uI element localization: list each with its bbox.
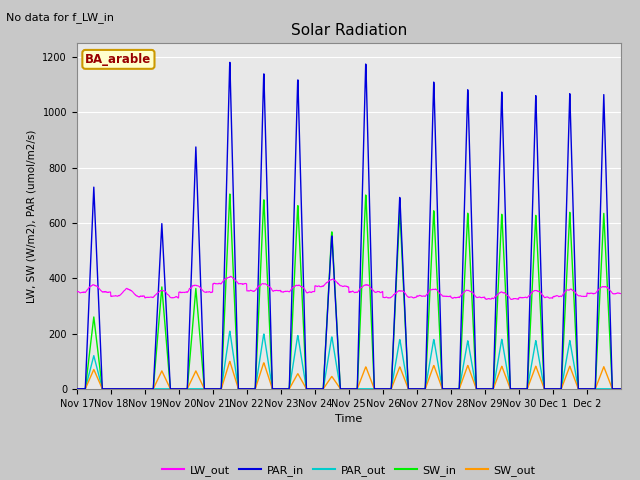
Title: Solar Radiation: Solar Radiation (291, 23, 407, 38)
Y-axis label: LW, SW (W/m2), PAR (umol/m2/s): LW, SW (W/m2), PAR (umol/m2/s) (27, 129, 37, 303)
X-axis label: Time: Time (335, 414, 362, 424)
Text: No data for f_LW_in: No data for f_LW_in (6, 12, 115, 23)
Text: BA_arable: BA_arable (85, 53, 152, 66)
Legend: LW_out, PAR_in, PAR_out, SW_in, SW_out: LW_out, PAR_in, PAR_out, SW_in, SW_out (158, 460, 540, 480)
